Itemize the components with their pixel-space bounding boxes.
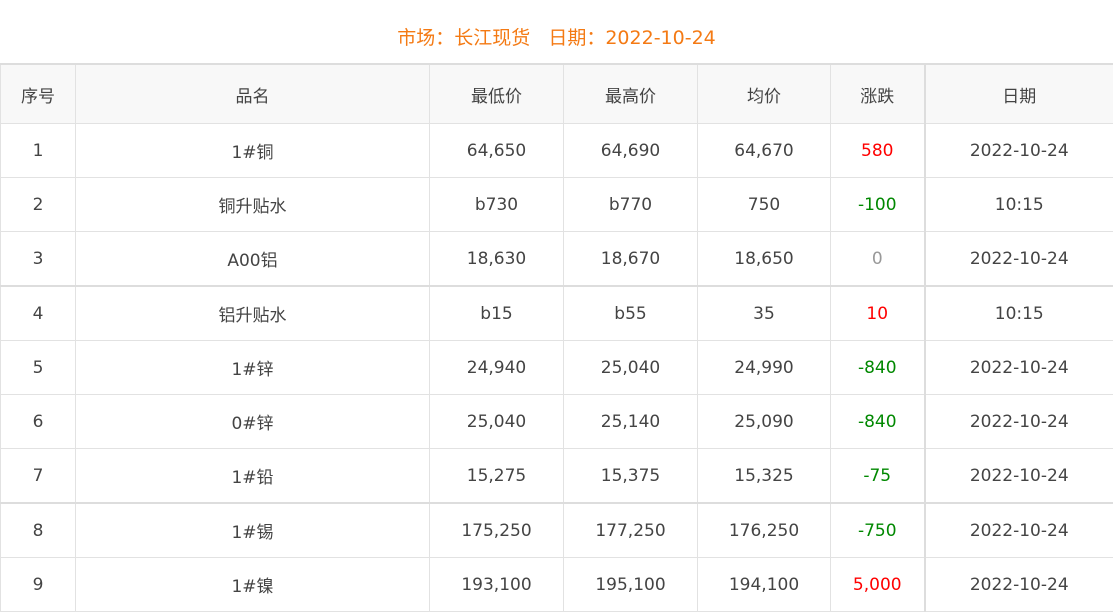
cell-avg: 194,100 — [698, 558, 831, 612]
cell-no: 1 — [1, 124, 76, 178]
header-no: 序号 — [1, 64, 76, 124]
header-change: 涨跌 — [831, 64, 925, 124]
cell-name: 1#铅 — [76, 449, 430, 504]
cell-date: 10:15 — [925, 178, 1113, 232]
cell-date: 2022-10-24 — [925, 124, 1113, 178]
cell-avg: 64,670 — [698, 124, 831, 178]
cell-low: b15 — [430, 286, 564, 341]
cell-name: 0#锌 — [76, 395, 430, 449]
cell-high: 18,670 — [564, 232, 698, 287]
cell-no: 8 — [1, 503, 76, 558]
cell-avg: 750 — [698, 178, 831, 232]
cell-high: 25,140 — [564, 395, 698, 449]
cell-name: 1#镍 — [76, 558, 430, 612]
cell-high: 25,040 — [564, 341, 698, 395]
cell-high: b55 — [564, 286, 698, 341]
header-low: 最低价 — [430, 64, 564, 124]
cell-change: -840 — [831, 395, 925, 449]
header-high: 最高价 — [564, 64, 698, 124]
cell-high: 195,100 — [564, 558, 698, 612]
cell-change: 580 — [831, 124, 925, 178]
cell-change: -100 — [831, 178, 925, 232]
cell-date: 2022-10-24 — [925, 449, 1113, 504]
cell-change: 5,000 — [831, 558, 925, 612]
cell-avg: 24,990 — [698, 341, 831, 395]
table-header: 序号品名最低价最高价均价涨跌日期 — [1, 64, 1113, 124]
cell-low: b730 — [430, 178, 564, 232]
cell-name: A00铝 — [76, 232, 430, 287]
cell-name: 铜升贴水 — [76, 178, 430, 232]
header-date: 日期 — [925, 64, 1113, 124]
cell-no: 7 — [1, 449, 76, 504]
cell-avg: 15,325 — [698, 449, 831, 504]
cell-change: -840 — [831, 341, 925, 395]
cell-change: -75 — [831, 449, 925, 504]
cell-no: 9 — [1, 558, 76, 612]
cell-avg: 176,250 — [698, 503, 831, 558]
cell-name: 铝升贴水 — [76, 286, 430, 341]
cell-date: 2022-10-24 — [925, 395, 1113, 449]
cell-no: 4 — [1, 286, 76, 341]
cell-date: 2022-10-24 — [925, 558, 1113, 612]
header-name: 品名 — [76, 64, 430, 124]
page-title: 市场：长江现货 日期：2022-10-24 — [0, 0, 1113, 63]
cell-date: 10:15 — [925, 286, 1113, 341]
cell-change: -750 — [831, 503, 925, 558]
cell-no: 2 — [1, 178, 76, 232]
cell-low: 25,040 — [430, 395, 564, 449]
cell-no: 3 — [1, 232, 76, 287]
cell-avg: 35 — [698, 286, 831, 341]
cell-date: 2022-10-24 — [925, 341, 1113, 395]
cell-high: 177,250 — [564, 503, 698, 558]
cell-low: 18,630 — [430, 232, 564, 287]
cell-date: 2022-10-24 — [925, 232, 1113, 287]
cell-high: 64,690 — [564, 124, 698, 178]
cell-no: 5 — [1, 341, 76, 395]
cell-avg: 18,650 — [698, 232, 831, 287]
header-avg: 均价 — [698, 64, 831, 124]
cell-name: 1#锌 — [76, 341, 430, 395]
cell-low: 24,940 — [430, 341, 564, 395]
cell-low: 175,250 — [430, 503, 564, 558]
cell-high: b770 — [564, 178, 698, 232]
cell-low: 193,100 — [430, 558, 564, 612]
cell-change: 0 — [831, 232, 925, 287]
cell-avg: 25,090 — [698, 395, 831, 449]
cell-date: 2022-10-24 — [925, 503, 1113, 558]
cell-name: 1#铜 — [76, 124, 430, 178]
cell-change: 10 — [831, 286, 925, 341]
cell-name: 1#锡 — [76, 503, 430, 558]
cell-no: 6 — [1, 395, 76, 449]
cell-high: 15,375 — [564, 449, 698, 504]
cell-low: 15,275 — [430, 449, 564, 504]
cell-low: 64,650 — [430, 124, 564, 178]
